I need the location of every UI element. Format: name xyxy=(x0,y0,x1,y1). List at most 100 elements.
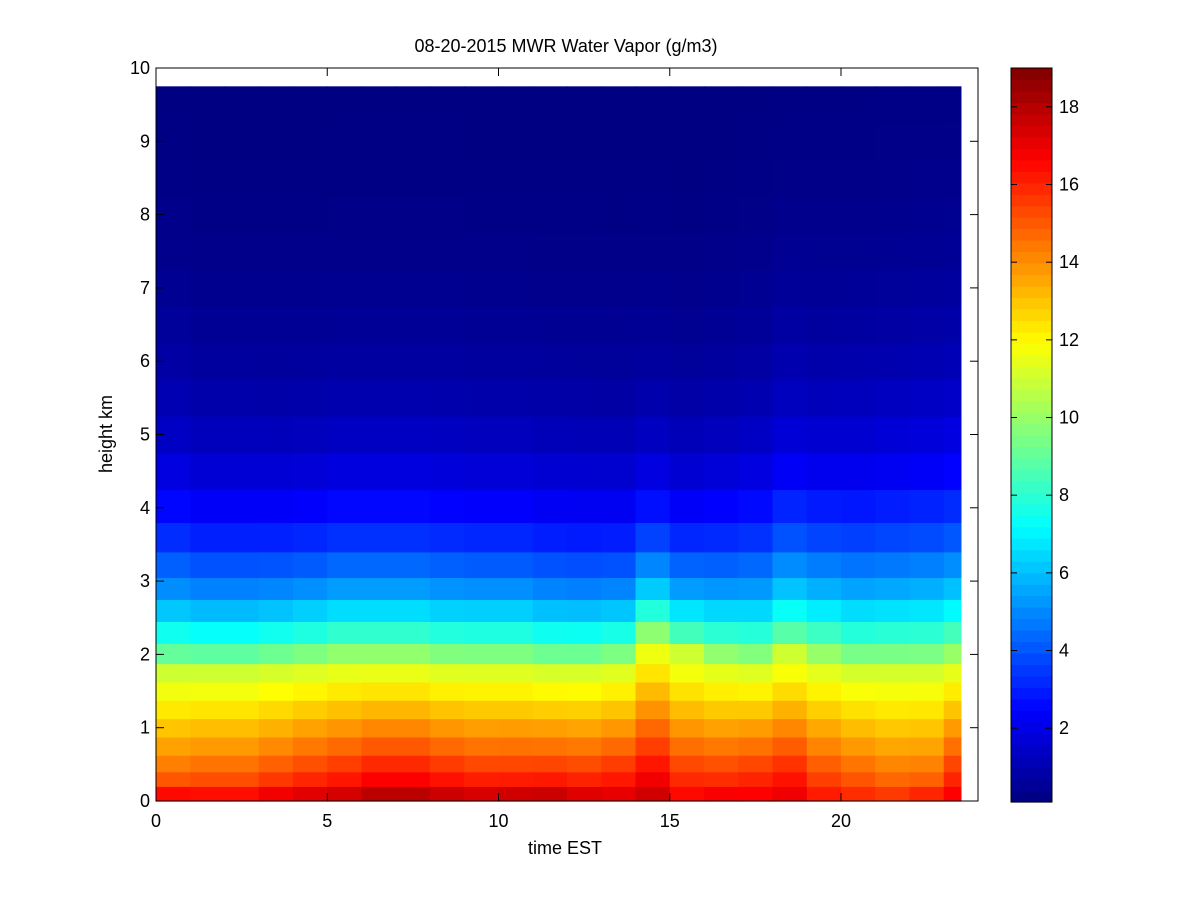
heatmap-cell xyxy=(293,489,328,524)
heatmap-cell xyxy=(190,681,226,701)
heatmap-cell xyxy=(669,771,705,787)
heatmap-cell xyxy=(909,269,945,307)
heatmap-cell xyxy=(635,643,671,665)
heatmap-cell xyxy=(327,452,363,491)
heatmap-cell xyxy=(190,489,226,524)
heatmap-cell xyxy=(395,599,431,623)
x-axis-tick-labels: 0 5 10 15 20 xyxy=(151,811,851,831)
heatmap-cell xyxy=(395,700,431,720)
colorbar-segment xyxy=(1011,446,1052,459)
heatmap-cell xyxy=(361,232,397,271)
heatmap-cell xyxy=(224,621,260,644)
heatmap-cell xyxy=(806,577,842,601)
heatmap-cell xyxy=(841,86,876,124)
heatmap-cell xyxy=(498,551,534,579)
heatmap-cell xyxy=(601,232,637,271)
colorbar-segment xyxy=(1011,377,1052,390)
y-tick-label: 10 xyxy=(130,58,150,78)
heatmap-cell xyxy=(190,379,226,417)
colorbar-segment xyxy=(1011,217,1052,230)
heatmap-cell xyxy=(293,577,328,601)
heatmap-cell xyxy=(224,379,260,417)
heatmap-cell xyxy=(327,86,363,124)
heatmap-cell xyxy=(190,663,226,683)
heatmap-cell xyxy=(532,196,568,234)
heatmap-cell xyxy=(704,522,739,553)
heatmap-cell xyxy=(669,700,705,720)
heatmap-cell xyxy=(258,196,294,234)
heatmap-cell xyxy=(704,306,739,344)
heatmap-cell xyxy=(806,663,842,683)
heatmap-cell xyxy=(361,643,397,665)
heatmap-cell xyxy=(395,342,431,381)
heatmap-cell xyxy=(361,452,397,491)
heatmap-cell xyxy=(909,643,945,665)
heatmap-cell xyxy=(293,522,328,553)
heatmap-cell xyxy=(430,416,465,454)
heatmap-cell xyxy=(601,577,637,601)
heatmap-cell xyxy=(738,416,774,454)
heatmap-cell xyxy=(601,159,637,197)
heatmap-cell xyxy=(841,755,876,773)
heatmap-cell xyxy=(190,86,226,124)
heatmap-cell xyxy=(601,306,637,344)
heatmap-cell xyxy=(567,196,602,234)
heatmap-cell xyxy=(704,755,739,773)
heatmap-cell xyxy=(601,718,637,738)
heatmap-cell xyxy=(806,159,842,197)
heatmap-cell xyxy=(395,681,431,701)
heatmap-cell xyxy=(909,681,945,701)
colorbar-segment xyxy=(1011,90,1052,104)
heatmap-cell xyxy=(841,599,876,623)
heatmap-cell xyxy=(430,718,465,738)
heatmap-cell xyxy=(943,577,962,601)
heatmap-cell xyxy=(498,643,534,665)
colorbar-segment xyxy=(1011,767,1052,780)
colorbar-segment xyxy=(1011,469,1052,482)
heatmap-cell xyxy=(190,232,226,271)
heatmap-cell xyxy=(464,122,500,161)
heatmap-cell xyxy=(361,306,397,344)
heatmap-cell xyxy=(498,621,534,644)
heatmap-cell xyxy=(532,452,568,491)
heatmap-cell xyxy=(156,551,191,579)
heatmap-cell xyxy=(875,663,911,683)
heatmap-cell xyxy=(430,306,465,344)
heatmap-cell xyxy=(635,718,671,738)
colorbar-ticks: 2 4 6 8 10 12 14 16 18 xyxy=(1011,97,1079,738)
heatmap-cell xyxy=(669,643,705,665)
heatmap-cell xyxy=(464,643,500,665)
heatmap-cell xyxy=(841,416,876,454)
heatmap-cell xyxy=(669,269,705,307)
heatmap-cell xyxy=(498,159,534,197)
heatmap-cell xyxy=(841,718,876,738)
heatmap-cell xyxy=(532,379,568,417)
heatmap-cell xyxy=(669,681,705,701)
heatmap-cell xyxy=(635,522,671,553)
heatmap-cell xyxy=(909,551,945,579)
heatmap-cell xyxy=(738,86,774,124)
heatmap-cell xyxy=(361,700,397,720)
heatmap-cell xyxy=(532,599,568,623)
heatmap-cell xyxy=(293,599,328,623)
heatmap-cell xyxy=(669,755,705,773)
heatmap-cell xyxy=(258,416,294,454)
colorbar-segment xyxy=(1011,492,1052,505)
heatmap-cell xyxy=(704,718,739,738)
heatmap-cell xyxy=(258,700,294,720)
heatmap-cell xyxy=(190,122,226,161)
heatmap-cell xyxy=(943,269,962,307)
heatmap-cell xyxy=(772,736,808,756)
heatmap-cell xyxy=(943,122,962,161)
heatmap-cell xyxy=(704,196,739,234)
heatmap-cell xyxy=(224,700,260,720)
heatmap-cell xyxy=(258,489,294,524)
colorbar-segment xyxy=(1011,549,1052,562)
heatmap-cell xyxy=(738,489,774,524)
heatmap-cell xyxy=(909,663,945,683)
heatmap-cell xyxy=(567,416,602,454)
heatmap-cell xyxy=(464,577,500,601)
heatmap-cell xyxy=(772,599,808,623)
heatmap-cell xyxy=(190,196,226,234)
